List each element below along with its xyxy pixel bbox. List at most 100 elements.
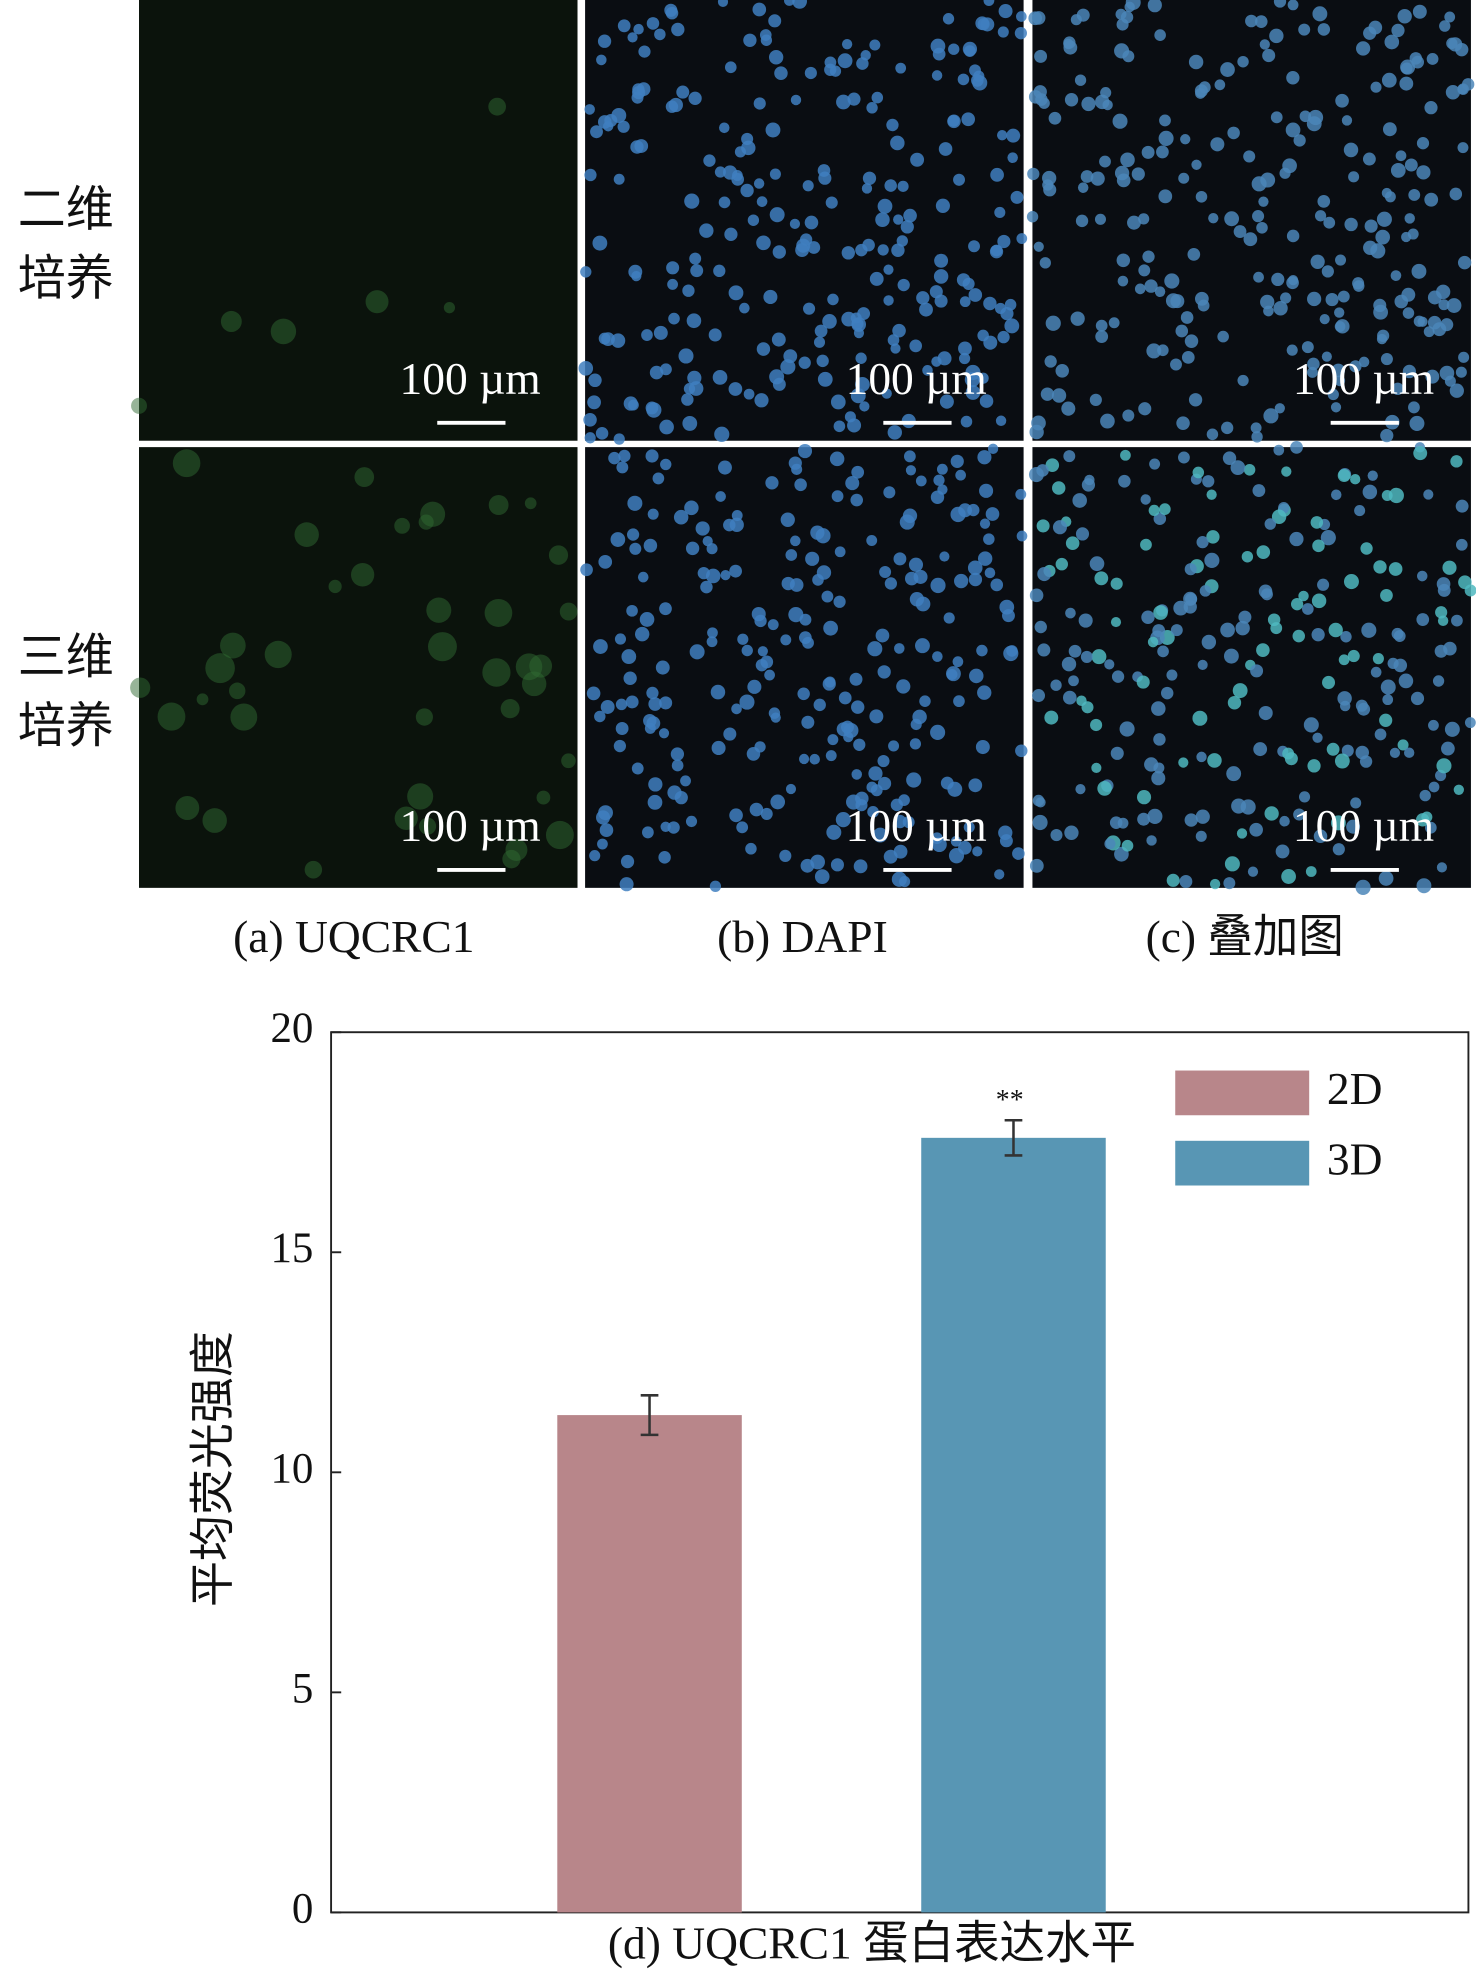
cell [990,578,1004,592]
cell [1247,866,1259,877]
cell [1091,762,1102,774]
cell [1097,781,1112,796]
cell [1423,489,1434,500]
cell [934,294,948,308]
cell [1045,315,1061,331]
scale-bar-label: 100 µm [846,353,987,404]
cell [708,328,722,342]
cell [608,451,621,465]
cell [1394,294,1409,309]
cell [1267,613,1281,627]
cell [1037,566,1052,582]
cell [1381,72,1397,88]
cell [1436,284,1451,300]
cell [1303,717,1319,733]
cell [1285,122,1301,138]
cell [1428,719,1439,731]
cell [985,507,1000,521]
cell [1372,653,1384,665]
cell [1449,187,1463,201]
cell [1061,656,1077,672]
cell [1327,388,1339,401]
cell [1148,504,1160,517]
cell [1416,878,1432,894]
cell [739,694,755,710]
cell [1061,401,1076,416]
cell [972,846,983,857]
cell [1395,150,1407,162]
cell [754,614,767,628]
cell [649,365,664,380]
cell [1220,622,1235,638]
cell [754,393,769,408]
cell [948,848,965,864]
y-tick-label: 20 [270,1005,313,1052]
cell [1075,784,1086,795]
cell [1029,858,1044,873]
cell [883,264,894,275]
cell [954,573,969,589]
cell [1004,298,1017,311]
cell [648,697,662,711]
cell [1302,603,1314,615]
cell [1110,577,1123,590]
cell [1264,518,1277,530]
cell [415,708,433,726]
cell [686,313,702,329]
cell [1170,358,1182,371]
cell [631,762,644,775]
cell [1432,322,1447,337]
cell [987,443,999,455]
cell [780,512,795,527]
cell [1255,15,1268,28]
cell [587,395,601,410]
cell [1362,484,1378,500]
cell [888,740,900,752]
cell [816,354,829,368]
cell [910,152,925,167]
cell [586,686,601,701]
cell [1198,81,1211,94]
cell [673,509,689,525]
cell [220,310,242,333]
cell [1326,742,1340,756]
cell [1424,192,1439,207]
cell [1081,96,1096,112]
cell [994,206,1006,219]
cell [952,656,964,668]
cell [1464,717,1476,729]
cell [1391,382,1404,396]
cell [684,193,700,209]
cell [1124,1,1135,13]
cell [737,633,749,645]
cell [968,288,983,302]
cell [897,278,910,292]
cell [1250,664,1264,678]
cell [1010,190,1024,204]
cell [1081,701,1094,714]
cell [1256,643,1270,657]
cell [935,198,950,213]
cell [729,808,743,823]
cell [1260,294,1275,310]
cell [1223,877,1236,890]
cell [883,295,894,306]
cell [1344,217,1358,232]
cell [1034,49,1048,63]
cell [1317,194,1331,208]
cell [637,571,649,583]
cell [1259,39,1270,50]
cell [1416,570,1428,582]
cell [580,266,592,278]
cell [130,677,151,698]
cell [1262,48,1276,63]
cell [619,877,634,892]
cell [1195,809,1210,824]
cell [780,359,796,375]
cell [931,832,943,845]
cell [1165,293,1181,309]
cell [1408,401,1420,414]
cell [794,478,807,492]
cell [862,171,877,185]
cell [728,285,744,301]
